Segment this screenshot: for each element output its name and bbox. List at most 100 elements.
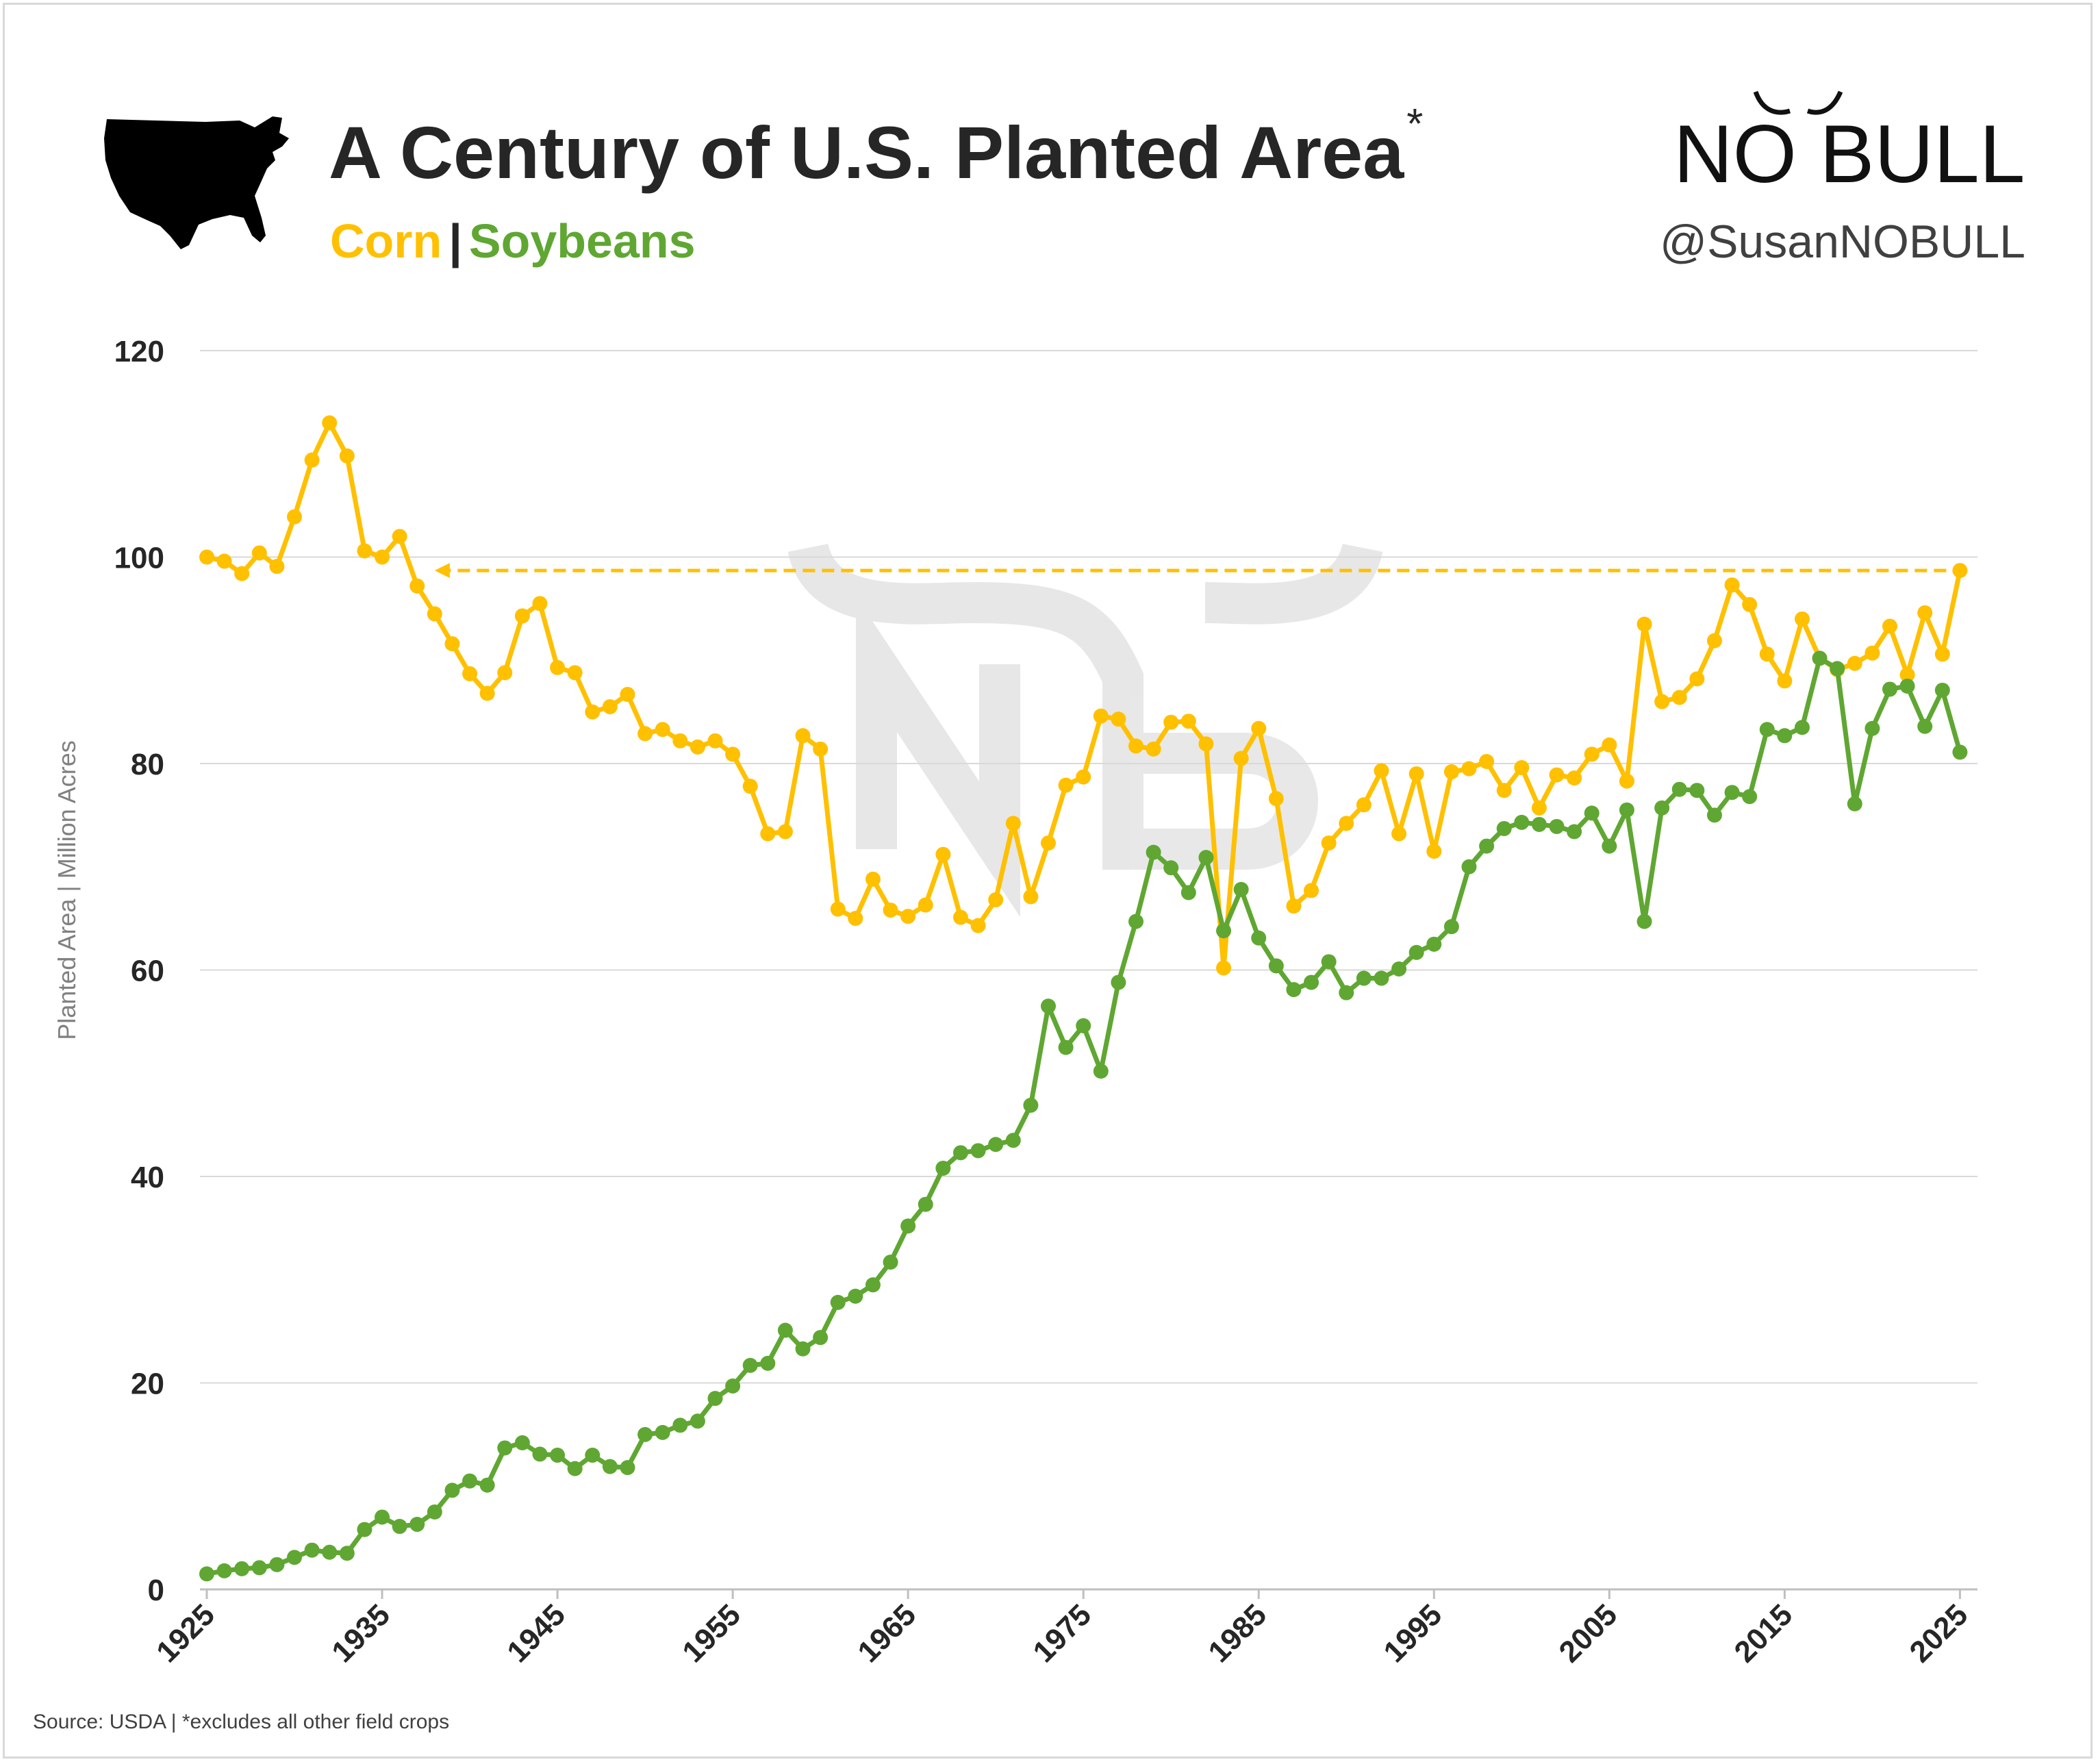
soybeans-point [1759,722,1775,738]
soybeans-point [690,1413,705,1429]
logo-text: NO BULL [1673,108,2025,190]
corn-point [1724,577,1740,593]
x-tick-label: 2025 [1904,1598,1975,1669]
soybeans-point [1093,1063,1109,1079]
corn-point [427,606,442,622]
corn-point [1443,764,1459,780]
soybeans-point [1602,838,1617,854]
soybeans-point [795,1341,811,1357]
corn-point [1567,770,1582,786]
corn-point [1899,667,1915,683]
corn-point [690,739,705,755]
soybeans-point [322,1544,338,1560]
corn-point [1847,655,1862,671]
corn-point [567,665,583,681]
y-tick-label: 0 [148,1574,164,1607]
soybeans-point [1636,914,1652,929]
soybeans-point [357,1522,372,1537]
y-tick-label: 80 [131,748,164,781]
soybeans-point [1304,974,1319,990]
bull-horns-logo: NO BULL [1673,90,2025,190]
soybeans-point [1374,970,1389,986]
soybeans-point [1706,807,1722,823]
x-tick-label: 1995 [1377,1598,1448,1669]
soybeans-point [1549,818,1565,834]
annotation [434,563,1947,579]
corn-point [1076,769,1091,785]
x-tick-label: 1935 [325,1598,396,1669]
soybeans-point [444,1483,460,1498]
soybeans-point [1619,802,1634,818]
corn-point [655,722,670,738]
soybeans-point [514,1435,530,1450]
soybeans-point [409,1517,425,1533]
corn-point [1706,633,1722,648]
corn-point [234,566,250,581]
corn-point [322,415,338,431]
corn-point [1304,883,1319,898]
soybeans-point [620,1460,635,1476]
soybeans-point [970,1143,986,1159]
corn-point [251,545,267,561]
corn-point [1619,773,1634,789]
corn-point [497,665,513,681]
soybeans-point [813,1330,829,1346]
corn-point [1268,791,1284,807]
soybeans-point [1163,860,1179,876]
soybeans-point [1496,820,1512,836]
corn-point [1040,835,1056,851]
soybeans-point [637,1426,653,1442]
corn-point [1286,898,1302,914]
annotation-arrowhead [434,563,450,579]
corn-point [1602,737,1617,753]
soybeans-point [1724,785,1740,801]
soybeans-point [1356,970,1372,986]
corn-point [637,726,653,742]
corn-point [1128,738,1144,754]
corn-point [1461,761,1477,777]
soybeans-point [655,1424,670,1440]
corn-point [1654,694,1670,709]
corn-point [550,659,566,675]
corn-point [672,733,688,748]
corn-point [725,746,741,762]
title-text: A Century of U.S. Planted Area [329,111,1404,194]
soybeans-point [1233,881,1249,897]
corn-point [1794,611,1810,627]
chart-title: A Century of U.S. Planted Area* [329,101,1423,195]
soybeans-point [497,1440,513,1456]
corn-point [1671,690,1687,705]
soybeans-point [742,1357,758,1373]
corn-point [1321,835,1337,851]
soybeans-point [1934,682,1950,698]
soybeans-point [1584,805,1600,821]
corn-point [392,529,407,544]
corn-point [760,826,776,842]
soybeans-point [760,1355,776,1371]
soybeans-point [375,1509,390,1525]
corn-point [1496,783,1512,798]
soybeans-point [1689,783,1705,798]
soybeans-point [199,1566,214,1582]
corn-point [1689,671,1705,687]
corn-point [1636,616,1652,632]
soybeans-point [1882,681,1897,697]
corn-point [514,608,530,624]
corn-point [1374,763,1389,779]
soybeans-point [865,1277,881,1293]
y-tick-label: 40 [131,1161,164,1194]
corn-point [409,578,425,594]
soybeans-point [1794,720,1810,735]
soybeans-point [1198,850,1214,866]
legend-corn: Corn [330,214,442,268]
chart-subtitle: Corn | Soybeans [330,214,696,268]
soybeans-point [462,1473,478,1489]
corn-point [1251,720,1267,736]
x-axis: 1925 1935 1945 1955 1965 1975 1985 1995 2005 2015… [150,1588,1977,1669]
corn-point [918,897,933,913]
x-tick-label: 2005 [1553,1598,1624,1669]
soybeans-point [1005,1133,1021,1148]
soybeans-point [251,1560,267,1576]
soybeans-point [1286,982,1302,998]
